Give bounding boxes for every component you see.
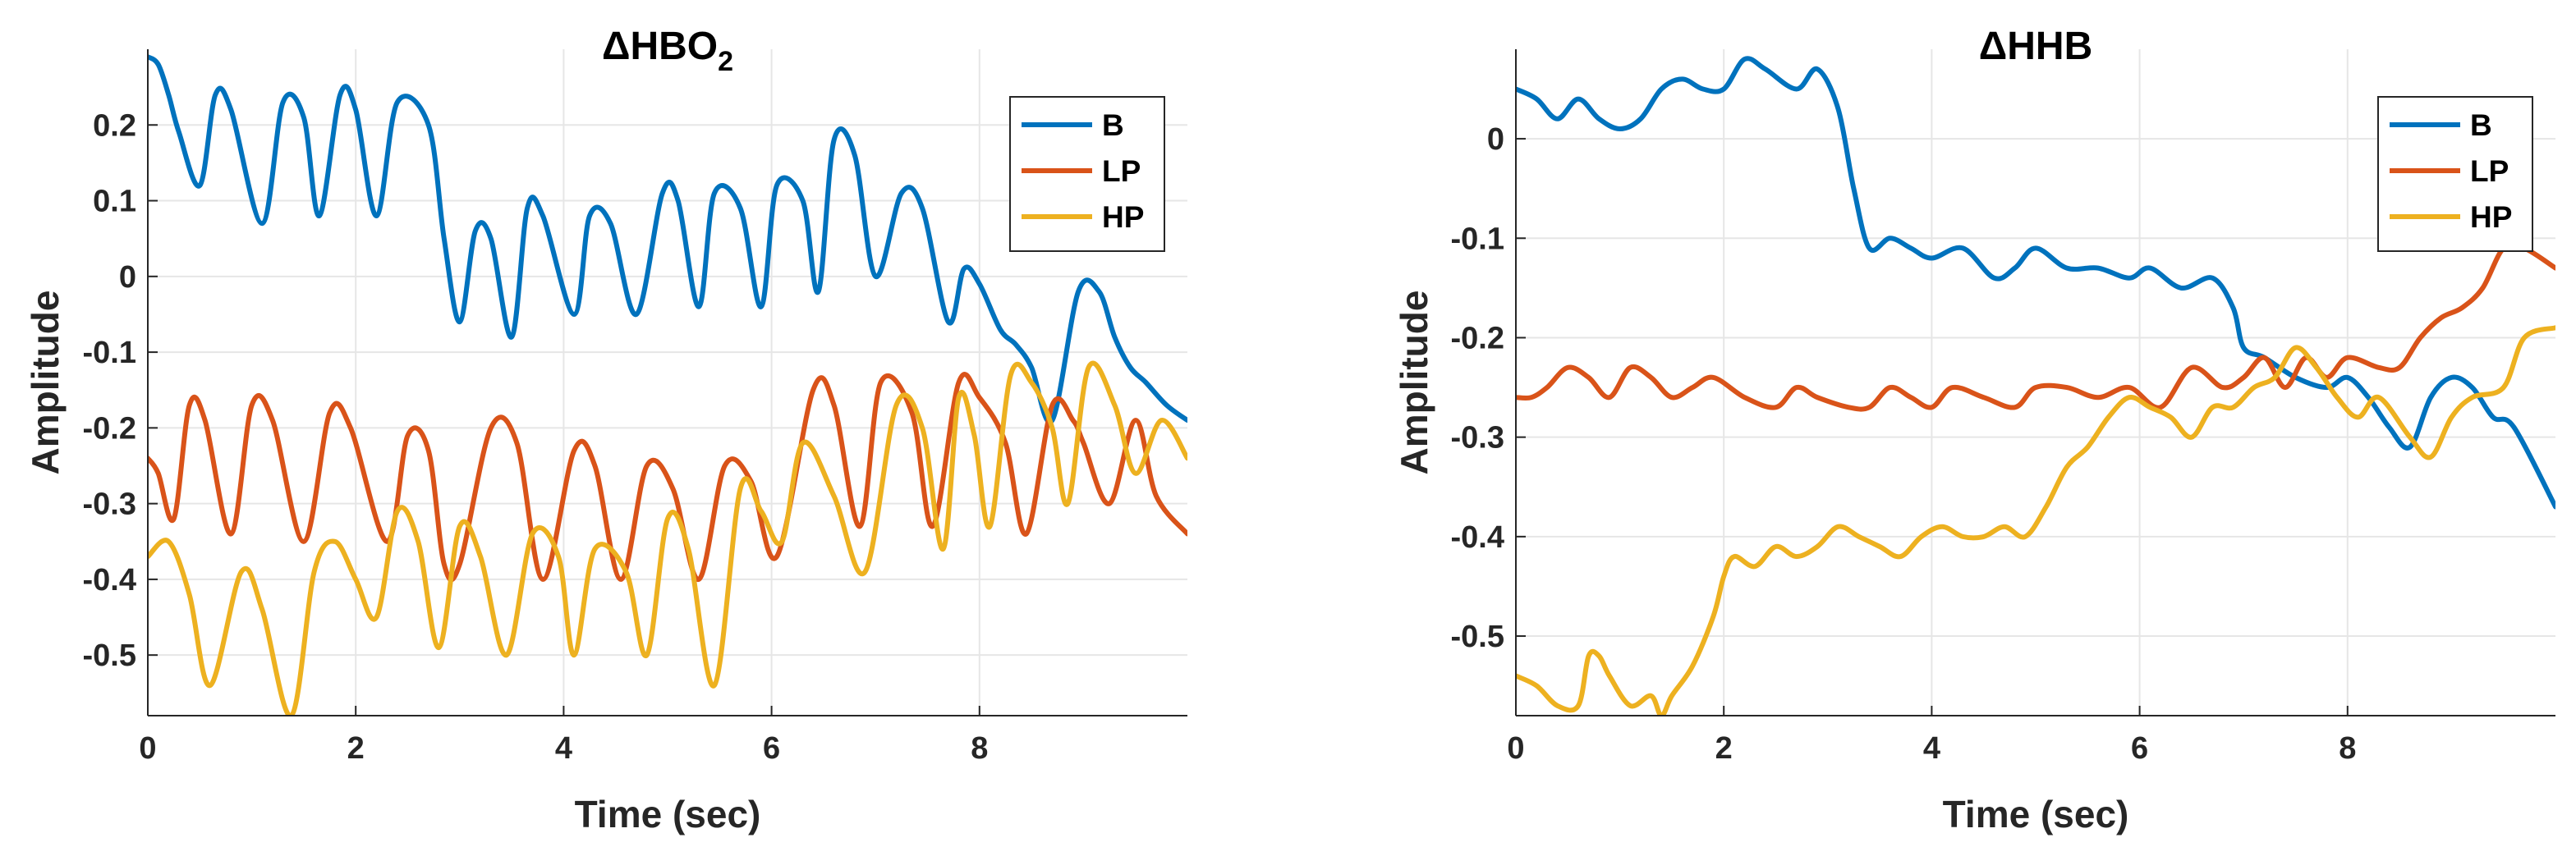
y-tick-label: -0.1 [1451, 222, 1504, 256]
x-tick-label: 2 [347, 731, 365, 766]
x-tick-label: 8 [2339, 731, 2356, 766]
x-axis-label: Time (sec) [1943, 793, 2129, 835]
x-tick-label: 0 [139, 731, 156, 766]
legend-label-lp: LP [2470, 154, 2509, 188]
x-axis-label: Time (sec) [575, 793, 761, 835]
y-axis-label: Amplitude [1393, 291, 1435, 475]
y-tick-label: -0.2 [83, 411, 136, 446]
legend-label-b: B [2470, 108, 2492, 142]
y-tick-label: -0.4 [83, 563, 136, 597]
y-tick-label: -0.4 [1451, 520, 1504, 555]
subplot-hbo2: 0 2 4 6 8 0.2 0.1 0 -0.1 -0.2 -0.3 -0.4 -0.5 Time (se… [24, 25, 1187, 835]
y-tick-label: -0.2 [1451, 321, 1504, 355]
series-line-b [148, 54, 1187, 425]
x-tick-label: 6 [763, 731, 780, 766]
series-line-b [1516, 56, 2555, 510]
subplot-hhb: 0 2 4 6 8 0 -0.1 -0.2 -0.3 -0.4 -0.5 Time (sec) Ampl… [1393, 25, 2555, 835]
y-tick-label: 0 [1487, 122, 1504, 157]
legend-label-hp: HP [1102, 200, 1144, 234]
x-tick-label: 4 [555, 731, 572, 766]
series-line-lp [1516, 241, 2555, 412]
x-tick-label: 0 [1507, 731, 1524, 766]
series-line-hp [148, 360, 1187, 716]
legend-label-lp: LP [1102, 154, 1141, 188]
y-tick-label: -0.5 [83, 639, 136, 673]
y-tick-label: -0.5 [1451, 620, 1504, 654]
y-tick-label: 0 [119, 260, 136, 295]
series-line-lp [148, 372, 1187, 583]
y-axis-label: Amplitude [24, 291, 67, 475]
legend-label-b: B [1102, 108, 1124, 142]
y-tick-label: -0.3 [1451, 421, 1504, 455]
series-line-hp [1516, 325, 2555, 716]
y-tick-label: -0.1 [83, 336, 136, 370]
y-tick-label: 0.1 [93, 185, 136, 219]
chart-title: ΔHHB [1979, 25, 2093, 68]
x-tick-label: 2 [1715, 731, 1733, 766]
x-tick-label: 4 [1923, 731, 1940, 766]
legend: B LP HP [1009, 96, 1165, 252]
x-tick-label: 8 [971, 731, 988, 766]
y-tick-label: 0.2 [93, 108, 136, 143]
y-tick-label: -0.3 [83, 488, 136, 522]
legend: B LP HP [2377, 96, 2533, 252]
x-tick-label: 6 [2131, 731, 2148, 766]
legend-label-hp: HP [2470, 200, 2512, 234]
chart-title: ΔHBO2 [602, 25, 733, 77]
